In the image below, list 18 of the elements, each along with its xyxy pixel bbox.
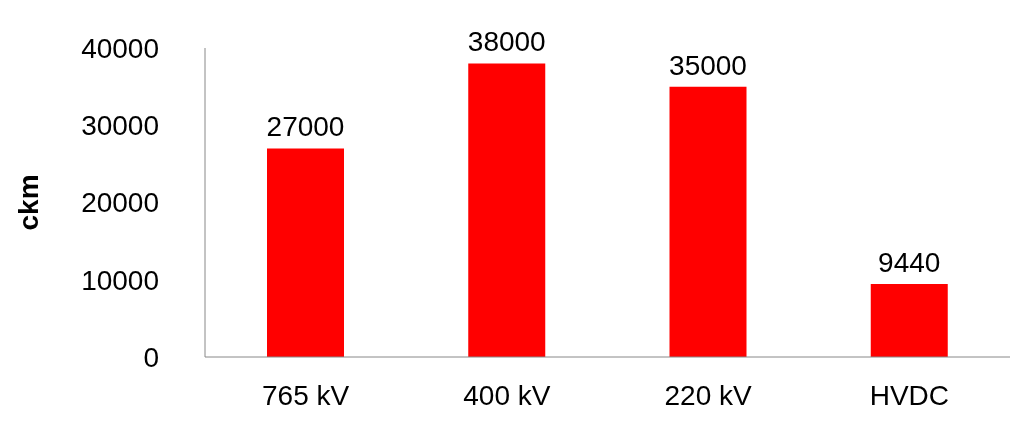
data-label: 27000 xyxy=(266,111,345,143)
bar xyxy=(267,148,344,357)
x-tick-label: 765 kV xyxy=(262,379,350,411)
y-tick-label: 40000 xyxy=(81,32,159,64)
bar xyxy=(669,86,747,357)
data-label: 35000 xyxy=(669,49,747,81)
y-tick-label: 10000 xyxy=(81,264,159,296)
x-tick-label: HVDC xyxy=(869,379,950,411)
y-tick-label: 20000 xyxy=(81,187,159,219)
x-tick-label: 400 kV xyxy=(463,379,551,411)
y-tick-label: 0 xyxy=(143,341,159,373)
data-label: 9440 xyxy=(878,247,941,279)
data-label: 38000 xyxy=(467,26,546,58)
bar xyxy=(468,63,546,357)
y-axis-title: ckm xyxy=(12,174,44,231)
bar xyxy=(870,284,948,357)
x-tick-label: 220 kV xyxy=(664,379,753,411)
y-tick-label: 30000 xyxy=(81,110,159,142)
